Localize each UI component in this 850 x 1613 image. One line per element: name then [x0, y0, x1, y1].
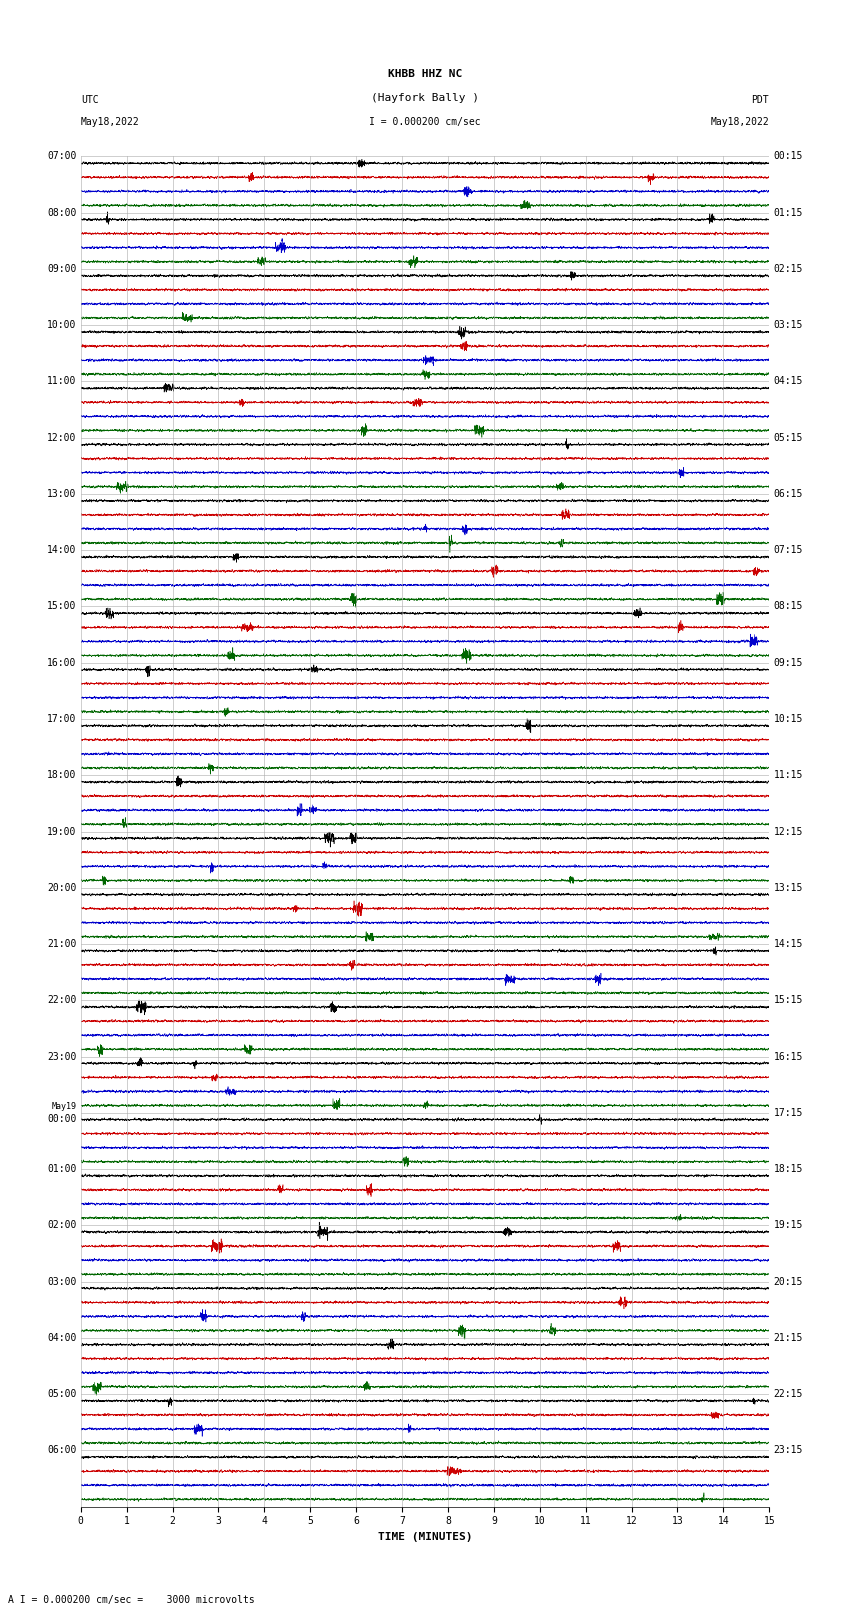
X-axis label: TIME (MINUTES): TIME (MINUTES) — [377, 1532, 473, 1542]
Text: 07:15: 07:15 — [774, 545, 803, 555]
Text: 00:00: 00:00 — [47, 1115, 76, 1124]
Text: 06:15: 06:15 — [774, 489, 803, 498]
Text: 09:00: 09:00 — [47, 265, 76, 274]
Text: 11:00: 11:00 — [47, 376, 76, 387]
Text: 01:00: 01:00 — [47, 1165, 76, 1174]
Text: 15:15: 15:15 — [774, 995, 803, 1005]
Text: 13:15: 13:15 — [774, 882, 803, 892]
Text: 04:00: 04:00 — [47, 1332, 76, 1342]
Text: 20:00: 20:00 — [47, 882, 76, 892]
Text: A I = 0.000200 cm/sec =    3000 microvolts: A I = 0.000200 cm/sec = 3000 microvolts — [8, 1595, 255, 1605]
Text: 02:00: 02:00 — [47, 1221, 76, 1231]
Text: May18,2022: May18,2022 — [711, 118, 769, 127]
Text: 22:15: 22:15 — [774, 1389, 803, 1398]
Text: 14:00: 14:00 — [47, 545, 76, 555]
Text: 08:00: 08:00 — [47, 208, 76, 218]
Text: PDT: PDT — [751, 95, 769, 105]
Text: 10:15: 10:15 — [774, 715, 803, 724]
Text: 22:00: 22:00 — [47, 995, 76, 1005]
Text: May18,2022: May18,2022 — [81, 118, 139, 127]
Text: 23:15: 23:15 — [774, 1445, 803, 1455]
Text: 05:15: 05:15 — [774, 432, 803, 442]
Text: 00:15: 00:15 — [774, 152, 803, 161]
Text: May19: May19 — [52, 1102, 76, 1111]
Text: 18:15: 18:15 — [774, 1165, 803, 1174]
Text: 15:00: 15:00 — [47, 602, 76, 611]
Text: 17:15: 17:15 — [774, 1108, 803, 1118]
Text: 07:00: 07:00 — [47, 152, 76, 161]
Text: 20:15: 20:15 — [774, 1276, 803, 1287]
Text: 21:00: 21:00 — [47, 939, 76, 948]
Text: 13:00: 13:00 — [47, 489, 76, 498]
Text: (Hayfork Bally ): (Hayfork Bally ) — [371, 94, 479, 103]
Text: 10:00: 10:00 — [47, 321, 76, 331]
Text: 14:15: 14:15 — [774, 939, 803, 948]
Text: 16:15: 16:15 — [774, 1052, 803, 1061]
Text: 18:00: 18:00 — [47, 771, 76, 781]
Text: UTC: UTC — [81, 95, 99, 105]
Text: 16:00: 16:00 — [47, 658, 76, 668]
Text: 19:15: 19:15 — [774, 1221, 803, 1231]
Text: 11:15: 11:15 — [774, 771, 803, 781]
Text: 03:15: 03:15 — [774, 321, 803, 331]
Text: 12:15: 12:15 — [774, 826, 803, 837]
Text: I = 0.000200 cm/sec: I = 0.000200 cm/sec — [369, 118, 481, 127]
Text: 23:00: 23:00 — [47, 1052, 76, 1061]
Text: 19:00: 19:00 — [47, 826, 76, 837]
Text: 05:00: 05:00 — [47, 1389, 76, 1398]
Text: 12:00: 12:00 — [47, 432, 76, 442]
Text: 02:15: 02:15 — [774, 265, 803, 274]
Text: 03:00: 03:00 — [47, 1276, 76, 1287]
Text: 17:00: 17:00 — [47, 715, 76, 724]
Text: 21:15: 21:15 — [774, 1332, 803, 1342]
Text: 04:15: 04:15 — [774, 376, 803, 387]
Text: 09:15: 09:15 — [774, 658, 803, 668]
Text: 06:00: 06:00 — [47, 1445, 76, 1455]
Text: 01:15: 01:15 — [774, 208, 803, 218]
Text: 08:15: 08:15 — [774, 602, 803, 611]
Text: KHBB HHZ NC: KHBB HHZ NC — [388, 69, 462, 79]
